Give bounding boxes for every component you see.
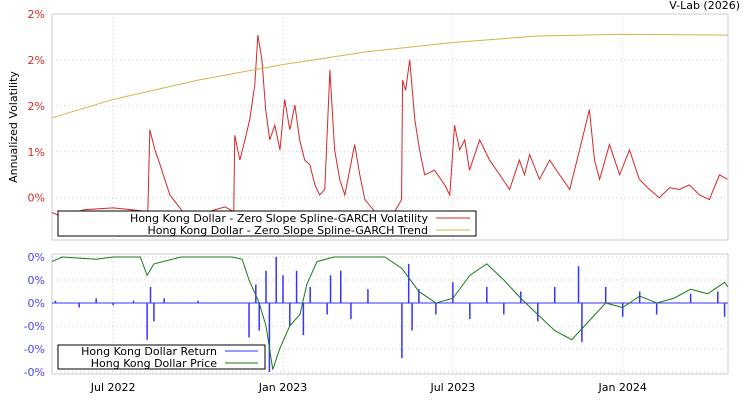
- y-tick-label-bottom: -0%: [24, 320, 45, 333]
- price-line: [51, 256, 729, 370]
- y-tick-label-bottom: 0%: [28, 274, 45, 287]
- top-plot-frame: [51, 13, 729, 241]
- y-tick-label-top: 2%: [28, 100, 45, 113]
- y-tick-label-top: 1%: [28, 146, 45, 159]
- legend-label-volatility: Hong Kong Dollar - Zero Slope Spline-GAR…: [130, 212, 428, 225]
- volatility-line: [51, 35, 728, 217]
- legend-bottom: Hong Kong Dollar Return Hong Kong Dollar…: [57, 344, 266, 370]
- y-tick-label-top: 2%: [28, 8, 45, 21]
- legend-label-trend: Hong Kong Dollar - Zero Slope Spline-GAR…: [147, 224, 428, 237]
- x-tick-label: Jul 2023: [429, 381, 475, 394]
- y-tick-label-top: 2%: [28, 54, 45, 67]
- x-tick-label: Jan 2023: [258, 381, 307, 394]
- y-tick-label-top: 0%: [28, 192, 45, 205]
- legend-top: Hong Kong Dollar - Zero Slope Spline-GAR…: [57, 210, 477, 237]
- trend-line: [51, 33, 729, 119]
- y-tick-label-bottom: -0%: [24, 366, 45, 379]
- x-tick-label: Jan 2024: [597, 381, 646, 394]
- x-tick-label: Jul 2022: [90, 381, 136, 394]
- y-tick-label-bottom: 0%: [28, 251, 45, 264]
- credit-label: V-Lab (2026): [669, 0, 740, 12]
- legend-label-price: Hong Kong Dollar Price: [91, 357, 217, 370]
- legend-label-return: Hong Kong Dollar Return: [81, 345, 217, 358]
- bottom-plot-frame: [51, 253, 729, 375]
- y-tick-label-bottom: -0%: [24, 343, 45, 356]
- y-axis-label: Annualized Volatility: [7, 71, 20, 183]
- y-tick-label-bottom: 0%: [28, 297, 45, 310]
